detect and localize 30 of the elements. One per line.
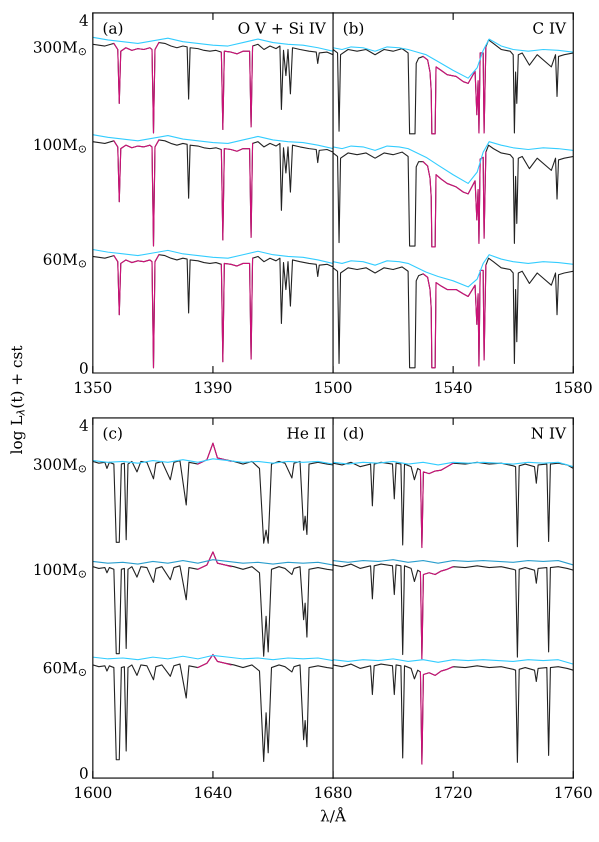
x-tick-label: 1580: [556, 382, 592, 394]
annotation: (d): [344, 426, 364, 441]
x-tick-label: 1680: [315, 786, 352, 798]
x-tick-label: 1390: [195, 382, 232, 394]
annotation: C IV: [533, 22, 566, 34]
annotation: O V + Si IV: [238, 22, 326, 34]
text: 60M$_{⊙}$: [44, 253, 86, 268]
y-tick-label: 4: [79, 419, 88, 431]
annotation: (c): [104, 426, 122, 441]
text: 300M$_{⊙}$: [34, 458, 86, 472]
y-axis-title: log L$_{λ}$(t) + cst: [10, 346, 26, 454]
x-tick-label: 1640: [195, 786, 232, 798]
text: 300M$_{⊙}$: [34, 41, 86, 56]
x-tick-label: 1350: [75, 382, 112, 394]
x-tick-label: 1760: [556, 786, 592, 798]
annotation: (a): [104, 22, 122, 36]
x-tick-label: 1600: [75, 786, 112, 798]
x-axis-title: λ/Å: [320, 807, 346, 823]
y-tick-label: 4: [79, 14, 88, 26]
x-tick-label: 1500: [315, 382, 352, 394]
x-tick-label: 1720: [436, 786, 472, 798]
y-tick-label: 0: [80, 767, 88, 779]
text: 60M$_{⊙}$: [44, 662, 86, 676]
annotation: N IV: [531, 427, 566, 439]
text: 100M$_{⊙}$: [34, 564, 86, 578]
annotation: He II: [287, 427, 325, 439]
x-tick-label: 1540: [436, 382, 472, 394]
y-tick-label: 0: [80, 362, 88, 374]
annotation: (b): [344, 22, 364, 36]
text: 100M$_{⊙}$: [34, 138, 86, 153]
